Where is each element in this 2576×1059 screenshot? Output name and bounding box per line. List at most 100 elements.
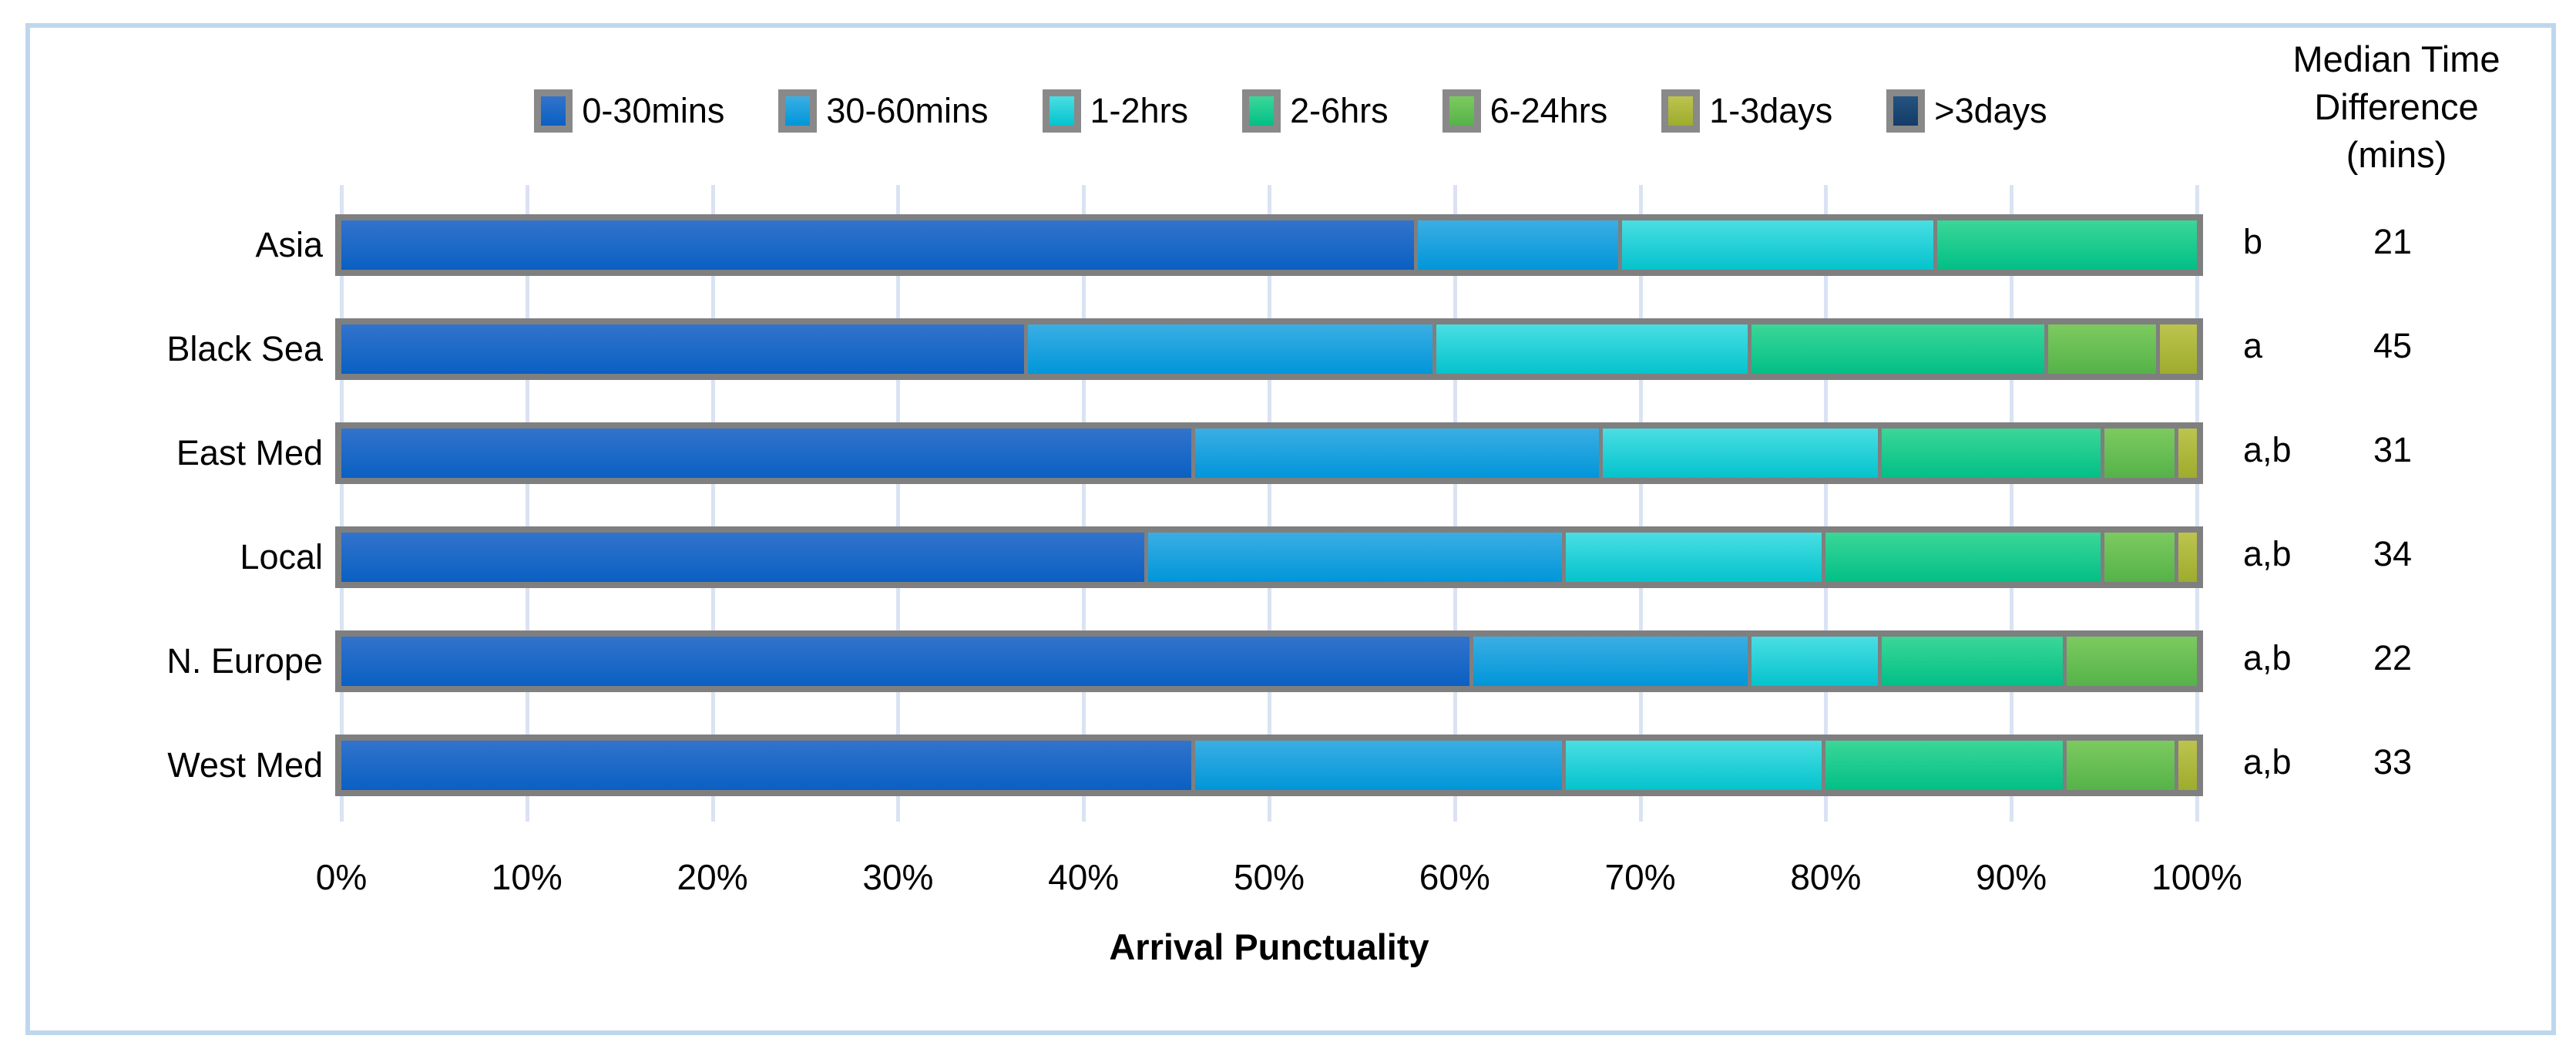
significance-letter: a,b: [2243, 430, 2292, 469]
bar-segment-2-6hrs: [1881, 429, 2104, 478]
row-label-n-europe: N. Europe: [166, 641, 323, 681]
legend-item-0-30mins: 0-30mins: [534, 89, 724, 133]
bar-segment-1-3days: [2178, 741, 2197, 790]
median-time-value: 33: [2373, 742, 2413, 782]
stacked-bar-east-med: [335, 422, 2203, 484]
legend-label: 1-3days: [1709, 91, 1833, 130]
bar-segment-1-2hrs: [1603, 429, 1882, 478]
bar-segment-6-24hrs: [2104, 533, 2178, 582]
significance-letter: a: [2243, 326, 2263, 365]
bar-segment-2-6hrs: [1936, 220, 2197, 270]
median-time-value: 22: [2373, 638, 2413, 677]
x-tick-label: 100%: [2151, 857, 2242, 897]
row-label-east-med: East Med: [176, 433, 323, 472]
x-tick-label: 90%: [1976, 857, 2047, 897]
bar-segment-2-6hrs: [1825, 741, 2067, 790]
legend-swatch-icon: [1442, 89, 1481, 133]
bar-segment-0-30mins: [341, 324, 1028, 374]
legend-swatch-icon: [1661, 89, 1701, 133]
median-time-value: 21: [2373, 222, 2413, 261]
x-tick-label: 10%: [491, 857, 563, 897]
legend-swatch-icon: [534, 89, 573, 133]
significance-letter: a,b: [2243, 638, 2292, 677]
gridline-100%: [2195, 185, 2199, 822]
stacked-bar-n-europe: [335, 630, 2203, 692]
bar-segment-1-2hrs: [1566, 533, 1826, 582]
median-header-line: Median Time: [2292, 39, 2500, 79]
x-tick-label: 30%: [862, 857, 934, 897]
bar-segment-1-3days: [2159, 324, 2197, 374]
gridline-50%: [1268, 185, 1271, 822]
gridline-70%: [1638, 185, 1643, 822]
bar-segment-0-30mins: [341, 637, 1473, 686]
legend-label: 2-6hrs: [1290, 91, 1389, 130]
legend-swatch-icon: [1886, 89, 1926, 133]
bar-segment-2-6hrs: [1881, 637, 2067, 686]
bar-segment-30-60mins: [1417, 220, 1622, 270]
gridline-0%: [340, 185, 344, 822]
legend-swatch-icon: [1042, 89, 1081, 133]
gridline-20%: [710, 185, 715, 822]
x-tick-label: 70%: [1604, 857, 1676, 897]
median-header-line: Difference: [2314, 86, 2479, 128]
legend-label: 30-60mins: [826, 91, 989, 130]
bar-segment-1-3days: [2178, 533, 2197, 582]
gridline-80%: [1824, 185, 1829, 822]
median-time-value: 31: [2373, 430, 2413, 469]
legend-label: 0-30mins: [582, 91, 725, 130]
x-tick-label: 80%: [1790, 857, 1862, 897]
x-tick-label: 0%: [315, 857, 368, 897]
legend-label: 6-24hrs: [1490, 91, 1608, 130]
stacked-bar-west-med: [335, 735, 2203, 796]
stacked-bar-asia: [335, 214, 2203, 276]
legend-swatch-icon: [778, 89, 818, 133]
gridline-40%: [1082, 185, 1086, 822]
median-time-value: 45: [2373, 326, 2413, 365]
significance-letter: a,b: [2243, 534, 2292, 573]
legend-item--3days: >3days: [1886, 89, 2047, 133]
legend-item-1-2hrs: 1-2hrs: [1042, 89, 1189, 133]
x-axis-title: Arrival Punctuality: [1109, 926, 1429, 967]
median-time-difference-header: Median Time Difference (mins): [2231, 35, 2562, 179]
legend-item-1-3days: 1-3days: [1661, 89, 1832, 133]
bar-segment-1-2hrs: [1436, 324, 1752, 374]
significance-letter: b: [2243, 222, 2263, 261]
bar-segment-6-24hrs: [2067, 741, 2178, 790]
bar-segment-1-2hrs: [1566, 741, 1826, 790]
legend-item-30-60mins: 30-60mins: [778, 89, 989, 133]
bar-segment-6-24hrs: [2048, 324, 2160, 374]
bar-segment-30-60mins: [1148, 533, 1567, 582]
gridline-30%: [896, 185, 901, 822]
bar-segment-6-24hrs: [2067, 637, 2197, 686]
bar-segment-0-30mins: [341, 429, 1195, 478]
bar-segment-30-60mins: [1473, 637, 1752, 686]
row-label-west-med: West Med: [167, 745, 323, 785]
row-label-local: Local: [240, 537, 323, 577]
legend-item-6-24hrs: 6-24hrs: [1442, 89, 1608, 133]
stacked-bar-local: [335, 526, 2203, 588]
x-tick-label: 20%: [677, 857, 748, 897]
median-header-line: (mins): [2346, 134, 2447, 176]
significance-letter: a,b: [2243, 742, 2292, 782]
x-tick-label: 60%: [1419, 857, 1490, 897]
legend: 0-30mins 30-60mins 1-2hrs 2-6hrs 6-24hrs 1-3d…: [30, 89, 2551, 133]
gridline-60%: [1453, 185, 1457, 822]
legend-label: >3days: [1934, 91, 2047, 130]
bar-segment-30-60mins: [1194, 429, 1604, 478]
bar-segment-30-60mins: [1194, 741, 1567, 790]
bar-segment-6-24hrs: [2104, 429, 2178, 478]
legend-label: 1-2hrs: [1090, 91, 1189, 130]
bar-segment-0-30mins: [341, 533, 1149, 582]
bar-segment-30-60mins: [1027, 324, 1436, 374]
legend-item-2-6hrs: 2-6hrs: [1242, 89, 1389, 133]
bar-segment-0-30mins: [341, 741, 1195, 790]
stacked-bar-black-sea: [335, 318, 2203, 380]
bar-segment-2-6hrs: [1825, 533, 2104, 582]
bar-segment-1-2hrs: [1751, 637, 1882, 686]
x-tick-label: 50%: [1233, 857, 1305, 897]
gridline-90%: [2010, 185, 2014, 822]
median-time-value: 34: [2373, 534, 2413, 573]
bar-segment-1-2hrs: [1621, 220, 1937, 270]
gridline-10%: [525, 185, 529, 822]
row-label-asia: Asia: [255, 225, 323, 264]
